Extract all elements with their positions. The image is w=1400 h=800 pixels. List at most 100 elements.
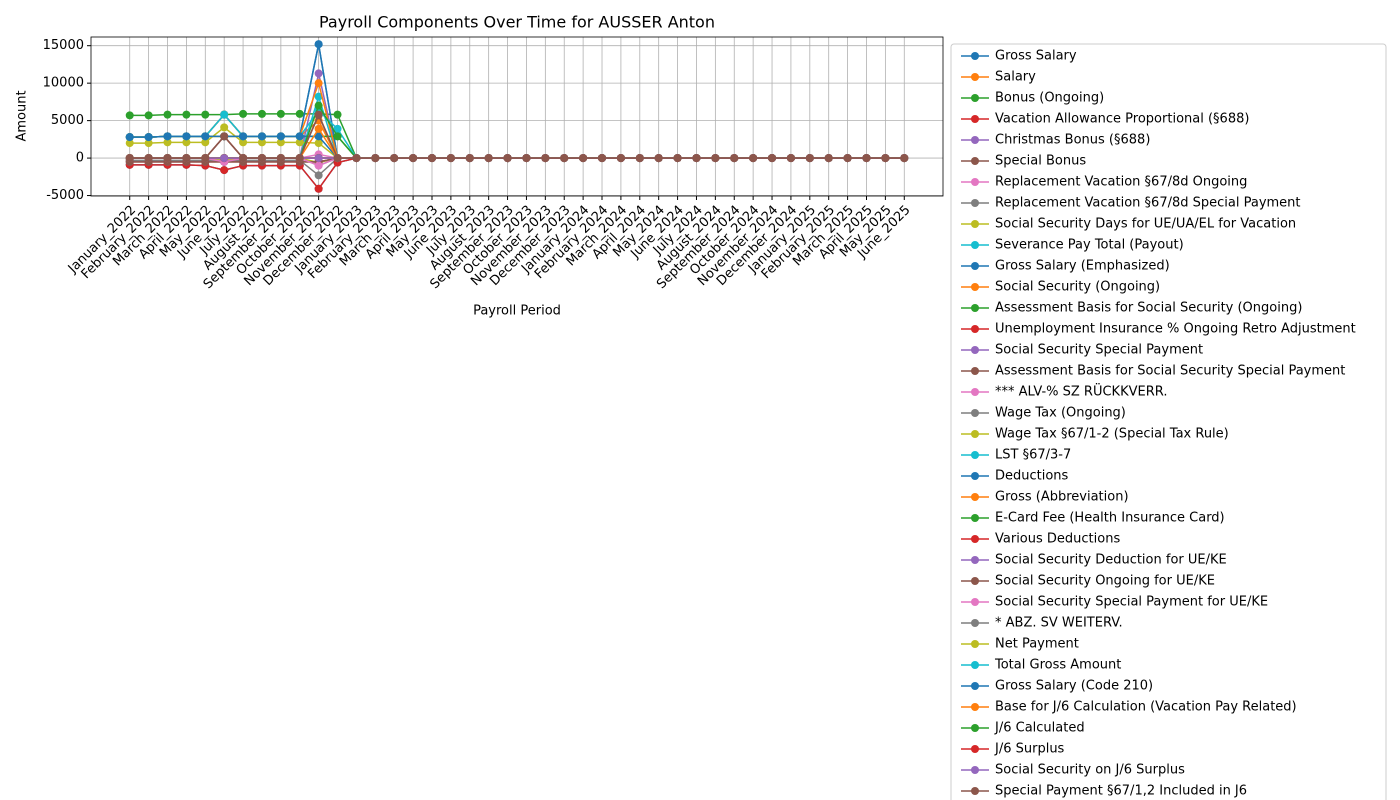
legend-swatch-marker <box>971 325 979 333</box>
legend-swatch-marker <box>971 199 979 207</box>
legend-label: *** ALV-% SZ RÜCKKVERR. <box>995 383 1167 400</box>
data-point <box>239 109 248 118</box>
data-point <box>144 111 153 120</box>
legend-swatch-marker <box>971 52 979 60</box>
data-point <box>220 123 229 132</box>
legend-label: J/6 Calculated <box>994 721 1085 736</box>
legend-swatch-marker <box>971 178 979 186</box>
data-point <box>182 110 191 119</box>
data-point <box>125 139 134 148</box>
data-point <box>805 154 814 163</box>
chart-title: Payroll Components Over Time for AUSSER … <box>319 13 715 32</box>
data-point <box>257 138 266 147</box>
data-point <box>276 109 285 118</box>
legend-swatch-marker <box>971 598 979 606</box>
data-point <box>390 154 399 163</box>
legend-label: Unemployment Insurance % Ongoing Retro A… <box>995 322 1356 337</box>
legend-swatch-marker <box>971 430 979 438</box>
data-point <box>768 154 777 163</box>
data-point <box>824 154 833 163</box>
data-point <box>522 154 531 163</box>
data-point <box>163 110 172 119</box>
legend-label: Base for J/6 Calculation (Vacation Pay R… <box>995 700 1297 715</box>
y-tick-label: 5000 <box>51 113 84 128</box>
legend-label: Gross Salary (Code 210) <box>995 679 1153 694</box>
data-point <box>295 138 304 147</box>
legend-label: Net Payment <box>995 637 1079 652</box>
data-point <box>881 154 890 163</box>
data-point <box>749 154 758 163</box>
legend-label: Gross (Abbreviation) <box>995 490 1129 505</box>
data-point <box>182 132 191 141</box>
data-point <box>598 154 607 163</box>
data-point <box>314 101 323 110</box>
data-point <box>163 154 172 163</box>
series-line <box>129 119 905 159</box>
data-point <box>333 110 342 119</box>
data-point <box>220 110 229 119</box>
legend-label: E-Card Fee (Health Insurance Card) <box>995 511 1225 526</box>
data-point <box>503 154 512 163</box>
legend-label: Severance Pay Total (Payout) <box>995 238 1184 253</box>
legend-swatch-marker <box>971 409 979 417</box>
data-point <box>314 124 323 133</box>
data-point <box>654 154 663 163</box>
data-point <box>220 154 229 163</box>
data-point <box>276 132 285 141</box>
data-point <box>239 138 248 147</box>
legend-swatch-marker <box>971 619 979 627</box>
legend-label: Special Bonus <box>995 154 1086 169</box>
data-point <box>144 133 153 142</box>
data-point <box>125 154 134 163</box>
legend-swatch-marker <box>971 682 979 690</box>
data-point <box>371 154 380 163</box>
data-point <box>635 154 644 163</box>
data-point <box>427 154 436 163</box>
legend-swatch-marker <box>971 283 979 291</box>
data-point <box>201 154 210 163</box>
legend-swatch-marker <box>971 73 979 81</box>
legend-label: Gross Salary (Emphasized) <box>995 259 1170 274</box>
data-point <box>257 109 266 118</box>
legend-swatch-marker <box>971 367 979 375</box>
data-point <box>333 154 342 163</box>
data-point <box>201 138 210 147</box>
legend-swatch-marker <box>971 94 979 102</box>
data-point <box>314 184 323 193</box>
legend-label: Deductions <box>995 469 1069 484</box>
data-point <box>352 154 361 163</box>
legend-swatch-marker <box>971 703 979 711</box>
legend-label: Assessment Basis for Social Security Spe… <box>995 364 1345 379</box>
data-point <box>730 154 739 163</box>
legend-label: Social Security Special Payment <box>995 343 1203 358</box>
legend-swatch-marker <box>971 787 979 795</box>
legend-label: Various Deductions <box>995 532 1120 547</box>
legend-label: Vacation Allowance Proportional (§688) <box>995 112 1249 127</box>
legend-label: * ABZ. SV WEITERV. <box>995 616 1123 631</box>
data-point <box>560 154 569 163</box>
legend-swatch-marker <box>971 241 979 249</box>
data-point <box>220 166 229 175</box>
y-axis-label: Amount <box>15 90 30 141</box>
legend-label: Replacement Vacation §67/8d Special Paym… <box>995 196 1301 211</box>
data-point <box>409 154 418 163</box>
data-point <box>484 154 493 163</box>
data-point <box>333 132 342 141</box>
data-point <box>295 132 304 141</box>
data-point <box>257 154 266 163</box>
data-point <box>692 154 701 163</box>
legend-swatch-marker <box>971 577 979 585</box>
data-point <box>314 40 323 49</box>
y-tick-label: -5000 <box>46 188 84 203</box>
legend-swatch-marker <box>971 220 979 228</box>
x-axis-label: Payroll Period <box>473 304 561 319</box>
data-point <box>239 154 248 163</box>
legend-label: Wage Tax §67/1-2 (Special Tax Rule) <box>995 427 1229 442</box>
data-point <box>673 154 682 163</box>
legend-swatch-marker <box>971 766 979 774</box>
legend-label: Social Security (Ongoing) <box>995 280 1160 295</box>
legend-label: Social Security Days for UE/UA/EL for Va… <box>995 217 1296 232</box>
legend-swatch-marker <box>971 724 979 732</box>
plot-frame <box>90 36 944 197</box>
data-point <box>201 110 210 119</box>
